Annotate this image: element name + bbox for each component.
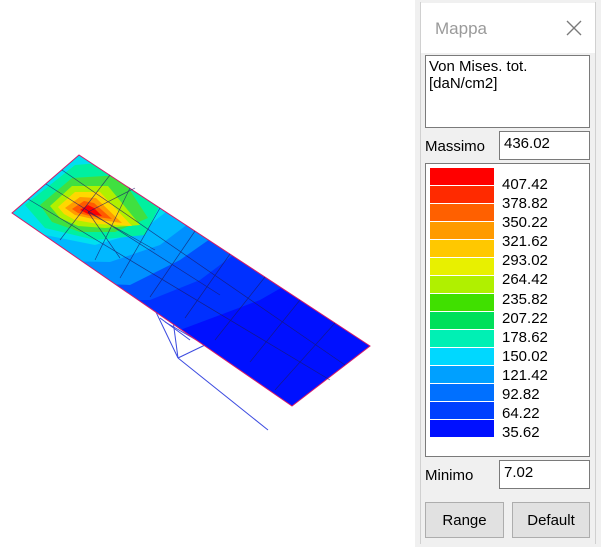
legend-swatch [430,168,494,186]
legend-swatch [430,366,494,384]
legend-swatches [430,168,494,438]
legend-value: 150.02 [502,347,548,366]
legend-value: 121.42 [502,366,548,385]
window-title: Mappa [435,19,487,39]
legend-swatch [430,312,494,330]
legend-value: 407.42 [502,175,548,194]
legend-value: 350.22 [502,213,548,232]
legend-swatch [430,186,494,204]
legend-swatch [430,222,494,240]
min-label: Minimo [425,467,473,484]
legend-value: 378.82 [502,194,548,213]
legend-swatch [430,348,494,366]
close-icon [566,20,582,36]
legend-swatch [430,420,494,438]
default-button[interactable]: Default [512,502,590,538]
model-viewport[interactable] [0,0,415,547]
legend-value: 293.02 [502,251,548,270]
legend-value: 235.82 [502,290,548,309]
legend-swatch [430,258,494,276]
legend-swatch [430,204,494,222]
result-quantity-box[interactable]: Von Mises. tot. [daN/cm2] [425,55,590,128]
legend-value: 178.62 [502,328,548,347]
legend-value: 264.42 [502,270,548,289]
color-scale-legend: 407.42 378.82 350.22 321.62 293.02 264.42 235.… [425,163,590,457]
legend-value: 35.62 [502,423,548,442]
legend-swatch [430,276,494,294]
map-panel: Mappa Von Mises. tot. [daN/cm2] Massimo … [415,0,601,547]
legend-value: 207.22 [502,309,548,328]
range-button[interactable]: Range [425,502,504,538]
stress-contour-plot [0,0,415,547]
legend-swatch [430,330,494,348]
legend-value: 321.62 [502,232,548,251]
legend-swatch [430,240,494,258]
max-value-field[interactable]: 436.02 [499,131,590,160]
min-value-field[interactable]: 7.02 [499,460,590,489]
legend-swatch [430,402,494,420]
plate-surface [0,140,415,420]
legend-values: 407.42 378.82 350.22 321.62 293.02 264.42 235.… [502,175,548,442]
legend-swatch [430,384,494,402]
max-label: Massimo [425,138,485,155]
title-bar[interactable]: Mappa [421,3,595,53]
legend-value: 92.82 [502,385,548,404]
close-button[interactable] [557,11,591,45]
legend-swatch [430,294,494,312]
legend-value: 64.22 [502,404,548,423]
